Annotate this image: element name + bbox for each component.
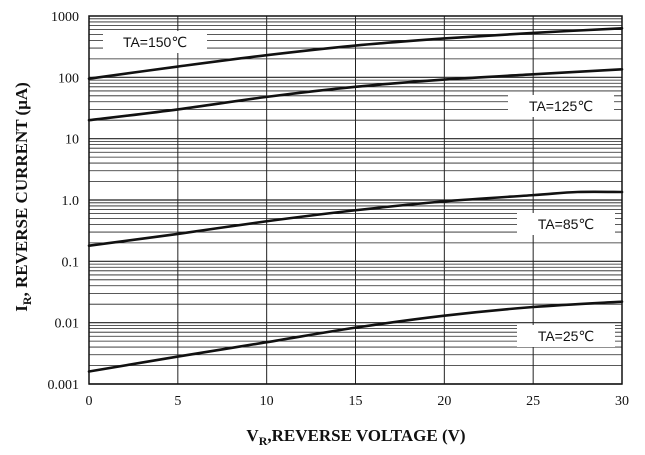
y-tick-label: 1.0 <box>62 194 80 209</box>
y-tick-label: 1000 <box>51 10 79 25</box>
x-tick-label: 30 <box>615 394 629 409</box>
series-label-box <box>517 213 615 235</box>
x-axis-title: VR,REVERSE VOLTAGE (V) <box>246 426 465 448</box>
y-tick-label: 10 <box>65 133 79 148</box>
x-tick-label: 15 <box>349 394 363 409</box>
y-tick-label: 0.001 <box>48 378 80 393</box>
series-label-box <box>517 325 615 347</box>
series-label: TA=85℃ <box>538 216 594 232</box>
plot-frame <box>88 15 623 385</box>
y-tick-label: 100 <box>58 71 79 86</box>
series-group <box>87 27 624 373</box>
y-tick-labels: 0.001 0.01 0.1 1.0 10 100 1000 <box>48 10 80 393</box>
y-tick-label: 0.01 <box>55 317 80 332</box>
x-axis-title-main: V <box>246 426 259 445</box>
y-axis-title-sub: R <box>20 296 34 305</box>
x-tick-label: 20 <box>437 394 451 409</box>
x-tick-label: 10 <box>260 394 274 409</box>
x-tick-label: 5 <box>174 394 181 409</box>
x-axis-title-rest: ,REVERSE VOLTAGE (V) <box>267 426 465 445</box>
series-labels: TA=150℃ TA=125℃ TA=85℃ TA=25℃ <box>103 31 615 347</box>
series-label-box <box>508 95 614 117</box>
y-axis-title: IR, REVERSE CURRENT (μA) <box>12 82 34 312</box>
series-label: TA=25℃ <box>538 328 594 344</box>
series-line <box>87 68 624 122</box>
y-tick-label: 0.1 <box>62 255 80 270</box>
x-axis-title-sub: R <box>259 434 268 448</box>
x-tick-label: 25 <box>526 394 540 409</box>
x-tick-label: 0 <box>86 394 93 409</box>
series-label: TA=125℃ <box>529 98 593 114</box>
series-label: TA=150℃ <box>123 34 187 50</box>
y-axis-title-rest: , REVERSE CURRENT (μA) <box>12 82 31 296</box>
series-label-box <box>103 31 207 53</box>
series-line <box>87 300 624 373</box>
x-tick-labels: 0 5 10 15 20 25 30 <box>86 394 630 409</box>
series-line <box>87 190 624 247</box>
y-axis-title-main: I <box>12 305 31 312</box>
series-line <box>87 27 624 80</box>
